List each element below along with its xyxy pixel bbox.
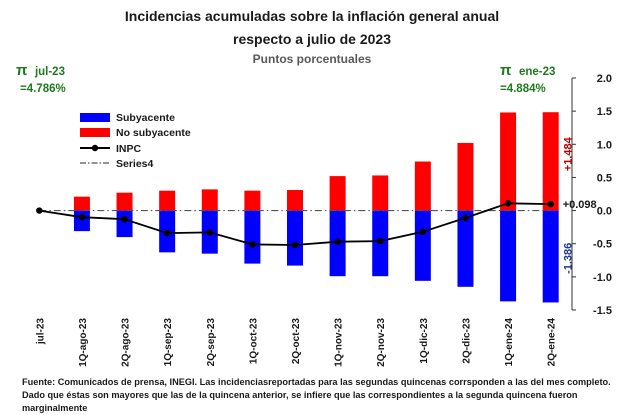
plot-area: 2.0 1.5 1.0 0.5 0.0 -0.5 -1.0 -1.5 +1.484 +0.098 -… <box>35 73 612 367</box>
bar-no-subyacente <box>287 190 303 211</box>
legend: Subyacente No subyacente INPC Series4 <box>80 112 191 170</box>
svg-text:π jul-23: π jul-23 <box>16 62 65 79</box>
legend-marker-inpc <box>91 144 99 152</box>
pi-symbol-left: π <box>16 62 28 79</box>
source-note: Fuente: Comunicados de prensa, INEGI. La… <box>22 377 611 413</box>
bar-subyacente <box>244 210 261 264</box>
x-category-label: jul-23 <box>35 318 46 346</box>
bar-no-subyacente <box>244 190 261 211</box>
bar-no-subyacente <box>542 112 559 211</box>
legend-swatch-no-subyacente <box>80 128 110 137</box>
y-tick-label: -0.5 <box>593 239 612 251</box>
x-category-label: 1Q-sep-23 <box>163 318 174 367</box>
bar-subyacente <box>73 210 90 232</box>
inpc-point <box>504 200 512 207</box>
bar-no-subyacente <box>457 142 474 211</box>
pi-note-right-value: =4.884% <box>500 83 546 95</box>
inpc-value-label: +0.098 <box>563 199 597 211</box>
chart-title-line-2: respecto a julio de 2023 <box>233 31 391 47</box>
legend-swatch-subyacente <box>80 113 110 122</box>
inpc-point <box>121 215 128 223</box>
bar-subyacente <box>287 210 303 266</box>
pi-note-right-period: ene-23 <box>519 66 555 78</box>
x-category-label: 1Q-dic-23 <box>419 318 430 364</box>
inpc-point <box>36 207 43 214</box>
inpc-point <box>78 214 86 221</box>
inpc-point <box>206 229 213 236</box>
x-category-label: 2Q-ene-24 <box>547 318 558 367</box>
bar-subyacente <box>414 210 431 281</box>
inpc-point <box>249 241 256 248</box>
inpc-point <box>291 241 299 249</box>
inpc-point <box>462 214 469 222</box>
bar-no-subyacente <box>201 189 218 211</box>
y-tick-label: 0.0 <box>597 206 612 218</box>
bar-no-subyacente <box>159 190 176 211</box>
bar-no-subyacente <box>73 196 90 211</box>
bar-subyacente <box>457 210 474 287</box>
y-tick-label: -1.5 <box>593 305 612 317</box>
inpc-point <box>547 200 554 208</box>
pi-note-left-period: jul-23 <box>34 66 65 78</box>
bar-no-subyacente <box>329 176 346 211</box>
y-tick-label: 2.0 <box>597 73 612 85</box>
left-pi-note: π jul-23 =4.786% <box>16 62 66 95</box>
x-category-label: 1Q-nov-23 <box>334 318 345 367</box>
chart-title-line-1: Incidencias acumuladas sobre la inflació… <box>125 8 499 24</box>
no-subyacente-value-label: +1.484 <box>563 136 575 171</box>
bar-no-subyacente <box>116 192 133 211</box>
bar-subyacente <box>542 210 559 303</box>
x-category-label: 2Q-nov-23 <box>376 318 387 367</box>
y-tick-label: 1.5 <box>597 106 612 118</box>
chart-subtitle: Puntos porcentuales <box>253 52 372 66</box>
bar-no-subyacente <box>414 161 431 211</box>
subyacente-value-label: -1.386 <box>563 243 575 274</box>
y-tick-label: 0.5 <box>597 172 612 184</box>
y-tick-label: -1.0 <box>593 272 612 284</box>
legend-label-subyacente: Subyacente <box>116 112 175 124</box>
svg-text:π ene-23: π ene-23 <box>500 62 555 79</box>
y-tick-label: 1.0 <box>597 139 612 151</box>
legend-label-series4: Series4 <box>116 158 154 170</box>
bar-subyacente <box>500 210 517 302</box>
x-category-label: 2Q-sep-23 <box>206 318 217 367</box>
legend-label-no-subyacente: No subyacente <box>116 127 191 139</box>
x-category-label: 2Q-oct-23 <box>291 318 302 365</box>
bar-no-subyacente <box>500 112 517 211</box>
x-category-label: 1Q-ago-23 <box>78 318 89 367</box>
inpc-point <box>163 229 171 237</box>
inpc-point <box>334 238 341 245</box>
x-category-label: 1Q-ene-24 <box>504 318 515 367</box>
inpc-point <box>377 237 384 245</box>
x-category-label: 1Q-oct-23 <box>248 318 259 365</box>
bar-no-subyacente <box>372 175 389 211</box>
x-category-label: 2Q-dic-23 <box>461 318 472 364</box>
legend-label-inpc: INPC <box>116 143 142 155</box>
bar-subyacente <box>116 210 133 238</box>
right-pi-note: π ene-23 =4.884% <box>500 62 555 95</box>
pi-symbol-right: π <box>500 62 512 79</box>
pi-note-left-value: =4.786% <box>20 83 66 95</box>
inpc-point <box>419 228 427 235</box>
x-category-label: 2Q-ago-23 <box>121 318 132 367</box>
